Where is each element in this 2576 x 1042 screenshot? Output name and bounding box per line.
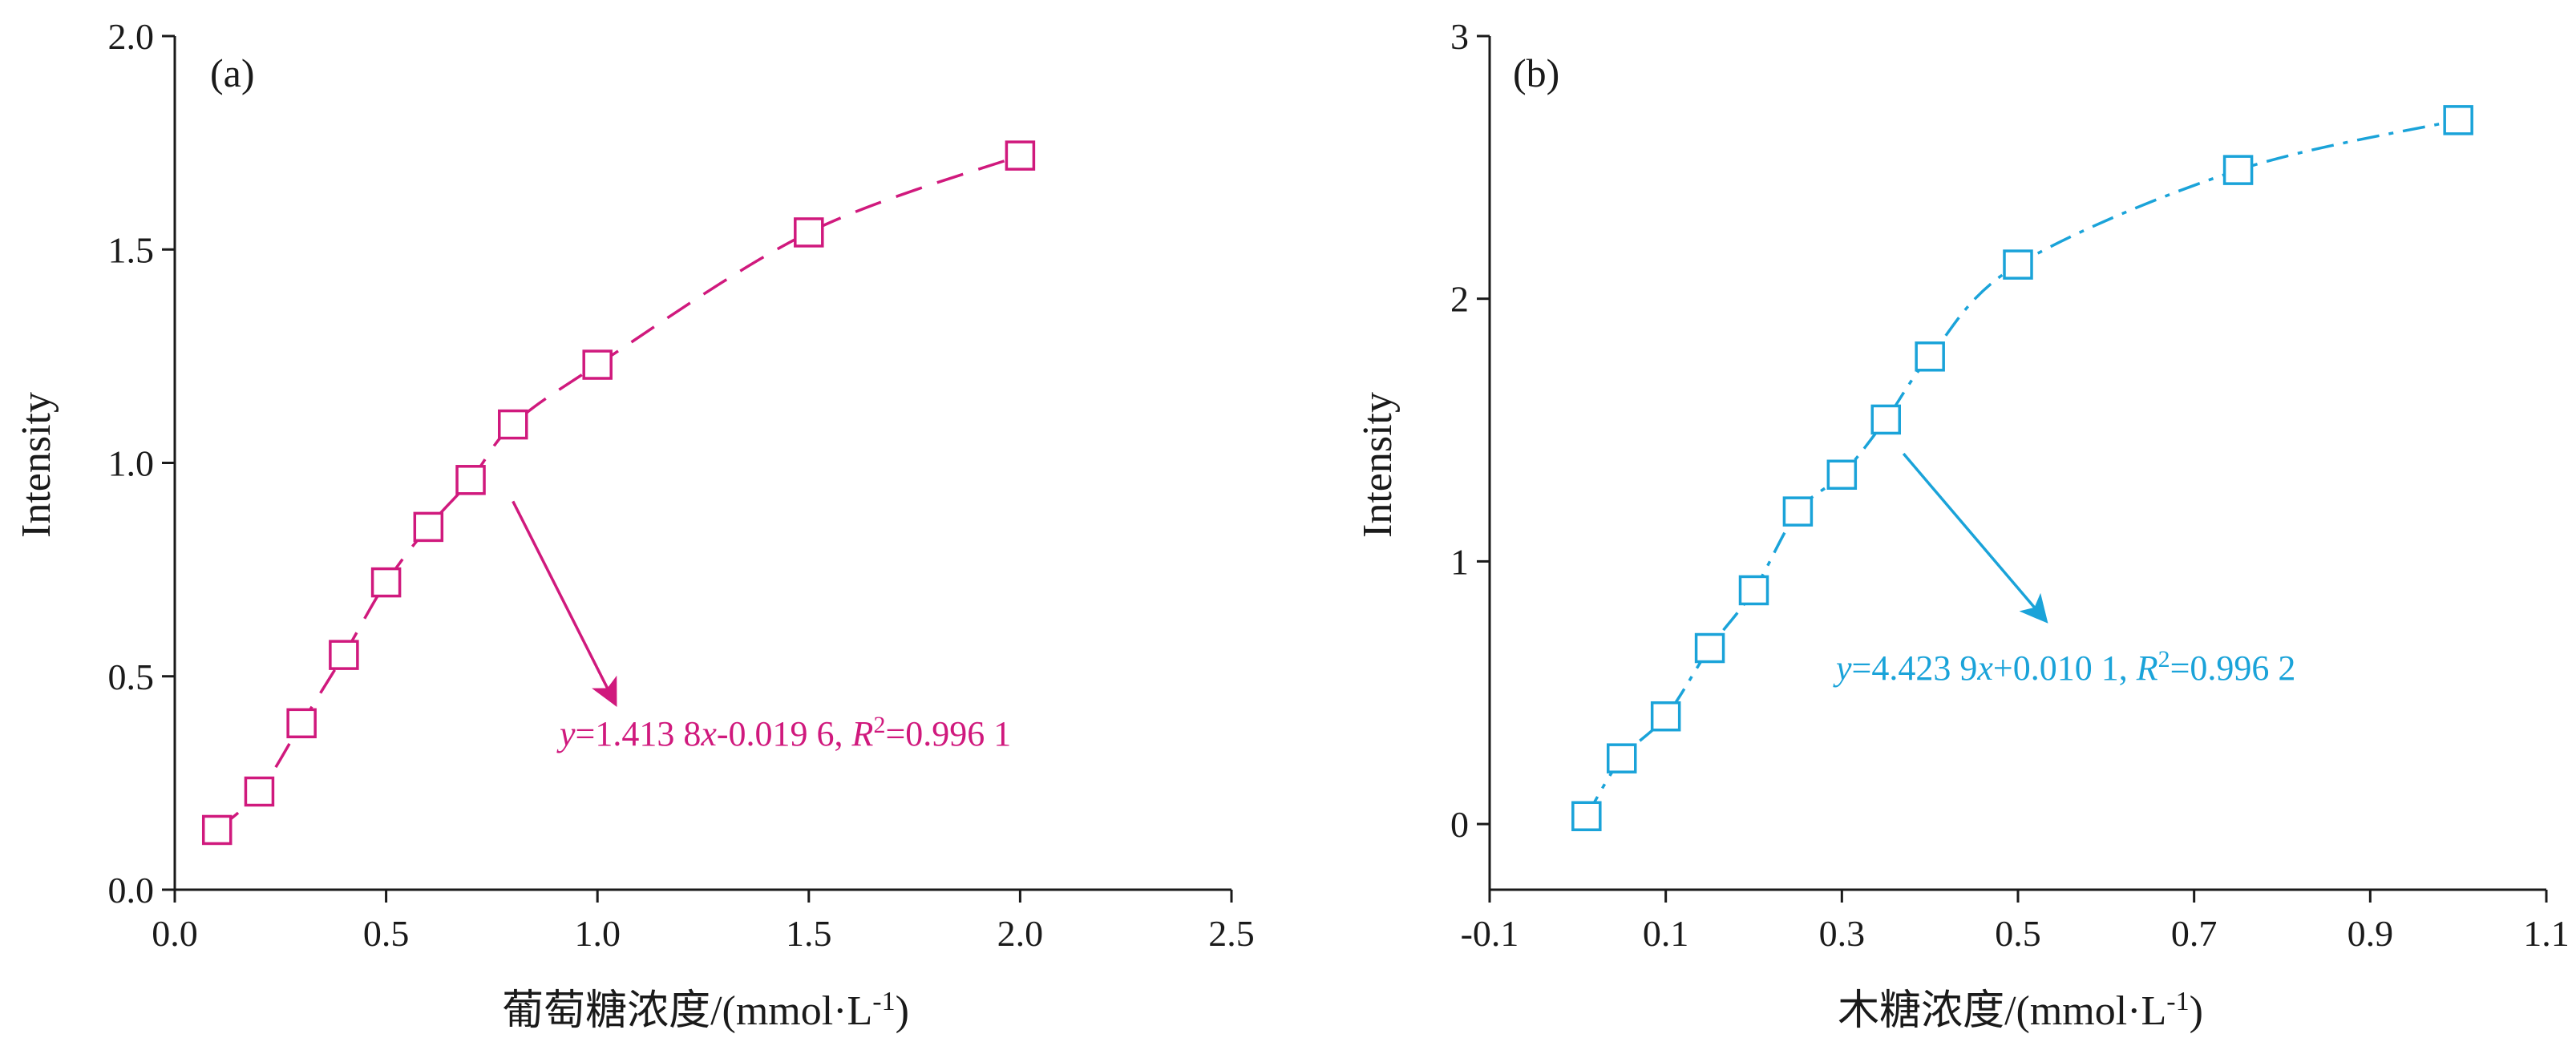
panel-b-series-line [1585,119,2459,818]
panel-b-data-point [1782,496,1814,527]
panel-a-y-tick-label: 0.0 [108,870,155,911]
panel-a-x-tick-label: 0.5 [363,913,410,954]
panel-b-x-tick-label: 1.1 [2523,913,2570,954]
panel-a-x-tick-label: 1.0 [574,913,621,954]
panel-b-x-tick-label: 0.1 [1643,913,1689,954]
panel-b-data-point [1607,743,1637,773]
panel-a-y-tick-label: 1.0 [108,443,155,484]
panel-b-regression-equation: y=4.423 9x+0.010 1, R2=0.996 2 [1833,646,2295,689]
panel-b-data-point [2003,249,2033,280]
panel-a-data-point [201,814,233,846]
panel-a-data-point [582,349,613,380]
panel-b-x-axis-label: 木糖浓度/(mmol·L-1) [1838,987,2203,1035]
panel-b-y-tick-label: 1 [1450,541,1469,582]
panel-a-data-point [370,567,402,598]
panel-a-y-tick-label: 0.5 [108,656,155,697]
panel-b-data-point [1650,701,1681,732]
panel-a-x-axis-label: 葡萄糖浓度/(mmol·L-1) [502,987,909,1035]
panel-b-annotation-arrow [1902,452,2048,624]
panel-b-x-tick-label: -0.1 [1461,913,1519,954]
panel-a-y-tick-label: 2.0 [108,16,155,57]
panel-a-glucose-chart: (a) Intensity 葡萄糖浓度/(mmol·L-1) y=1.413 8… [14,16,1255,1034]
panel-a-x-tick-label: 2.0 [997,913,1044,954]
panel-a-data-point [1005,140,1036,171]
panel-a-y-tick-label: 1.5 [108,229,155,270]
panel-b-data-point [1694,632,1725,664]
panel-b-data-point [1826,459,1858,490]
panel-a-data-point [794,217,824,248]
panel-a-y-axis-label: Intensity [14,392,59,538]
panel-b-data-point [1870,404,1901,435]
panel-b-data-point [1738,575,1769,606]
panel-b-x-tick-label: 0.7 [2171,913,2218,954]
panel-b-data-point [2443,105,2473,135]
panel-b-data-point [1915,341,1945,372]
panel-a-data-point [244,776,275,807]
panel-b-label: (b) [1513,50,1559,95]
panel-a-x-tick-label: 2.5 [1208,913,1255,954]
panel-a-data-point [498,409,528,440]
panel-a-data-point [413,511,444,543]
panel-b-data-point [2222,155,2254,185]
panel-a-data-point [286,708,317,739]
panel-b-y-tick-label: 0 [1450,804,1469,845]
panel-b-x-tick-label: 0.9 [2348,913,2394,954]
panel-a-data-point [329,640,359,670]
panel-b-xylose-chart: (b) Intensity 木糖浓度/(mmol·L-1) y=4.423 9x… [1355,16,2570,1034]
panel-b-y-tick-label: 3 [1450,16,1469,57]
panel-a-x-tick-label: 0.0 [152,913,198,954]
panel-b-x-tick-label: 0.5 [1995,913,2041,954]
panel-b-data-point [1571,801,1602,831]
panel-b-x-tick-label: 0.3 [1819,913,1866,954]
panel-a-label: (a) [210,50,255,95]
panel-a-regression-equation: y=1.413 8x-0.019 6, R2=0.996 1 [556,712,1011,754]
panel-a-x-tick-label: 1.5 [786,913,832,954]
panel-a-annotation-arrow [512,500,617,707]
panel-b-y-axis-label: Intensity [1355,392,1401,538]
panel-b-y-tick-label: 2 [1450,279,1469,320]
panel-a-data-point [455,465,486,495]
